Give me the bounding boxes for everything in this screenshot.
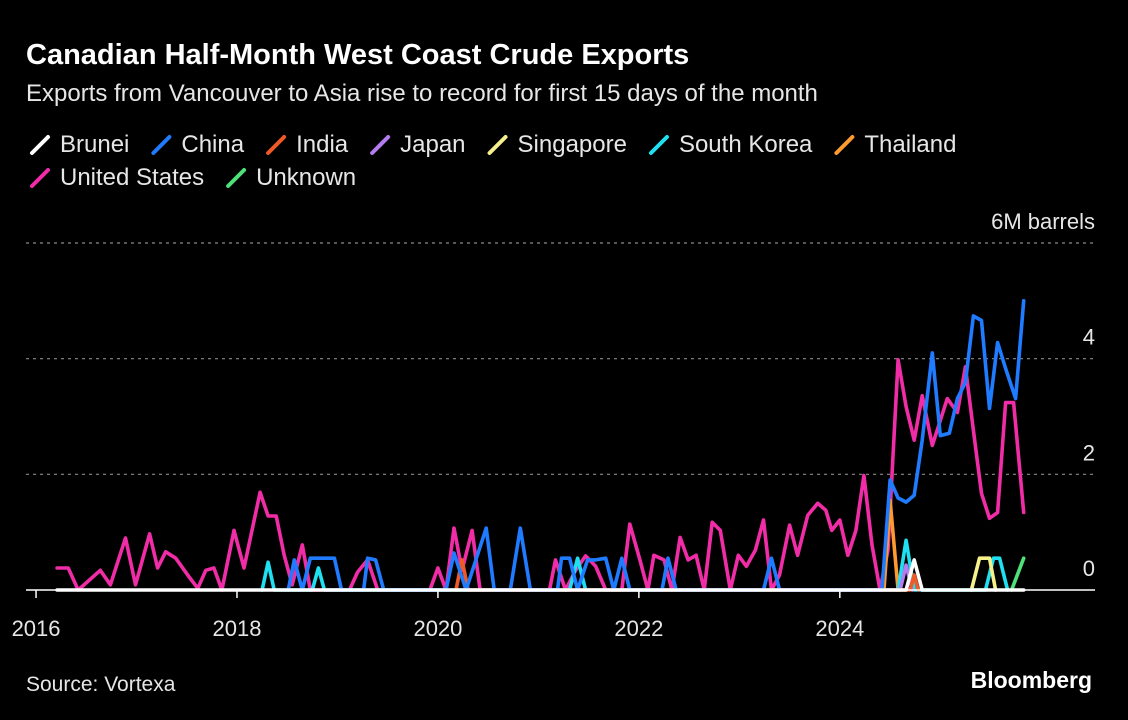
legend-swatch (266, 135, 287, 155)
legend-item: Singapore (487, 131, 627, 158)
series-line (286, 299, 1026, 592)
legend-item: Unknown (226, 164, 356, 191)
legend-label: Singapore (518, 131, 627, 158)
legend-item: South Korea (648, 131, 813, 158)
legend-item: Japan (370, 131, 466, 158)
axes: 0 2 4 6M barrels 2016 2018 2020 2022 2024 (12, 209, 1095, 641)
legend-item: Brunei (30, 131, 129, 158)
series-line (969, 556, 998, 592)
series-line (55, 358, 1026, 592)
legend-item: China (151, 131, 245, 158)
legend-label: Brunei (60, 131, 129, 158)
legend-swatch (226, 168, 247, 188)
x-tick-label: 2022 (614, 616, 663, 641)
legend: Brunei China India Japan Singapore South Kore… (30, 131, 956, 191)
legend-label: Thailand (864, 131, 956, 158)
legend-swatch (370, 135, 391, 155)
y-tick-label: 0 (1083, 556, 1095, 581)
x-tick-label: 2024 (815, 616, 864, 641)
legend-item: United States (30, 164, 204, 191)
legend-swatch (30, 135, 50, 155)
legend-label: India (296, 131, 349, 158)
legend-swatch (487, 135, 508, 155)
legend-swatch (151, 135, 172, 155)
x-tick-label: 2016 (12, 616, 61, 641)
chart-title: Canadian Half-Month West Coast Crude Exp… (26, 39, 689, 71)
legend-swatch (30, 168, 50, 188)
y-tick-label: 6M barrels (991, 209, 1095, 234)
legend-label: United States (60, 164, 204, 191)
x-tick-label: 2018 (213, 616, 262, 641)
legend-label: South Korea (679, 131, 813, 158)
chart-subtitle: Exports from Vancouver to Asia rise to r… (26, 80, 818, 107)
plot-area (55, 299, 1026, 592)
series-line (1009, 556, 1026, 592)
legend-swatch (648, 135, 669, 155)
legend-swatch (834, 135, 855, 155)
legend-label: Unknown (256, 164, 356, 191)
legend-item: India (266, 131, 349, 158)
x-tick-label: 2020 (413, 616, 462, 641)
legend-label: Japan (400, 131, 465, 158)
legend-label: China (181, 131, 244, 158)
y-tick-label: 4 (1083, 325, 1095, 350)
source: Source: Vortexa (26, 673, 176, 696)
legend-item: Thailand (834, 131, 956, 158)
logo: Bloomberg (971, 667, 1092, 693)
y-tick-label: 2 (1083, 440, 1095, 465)
